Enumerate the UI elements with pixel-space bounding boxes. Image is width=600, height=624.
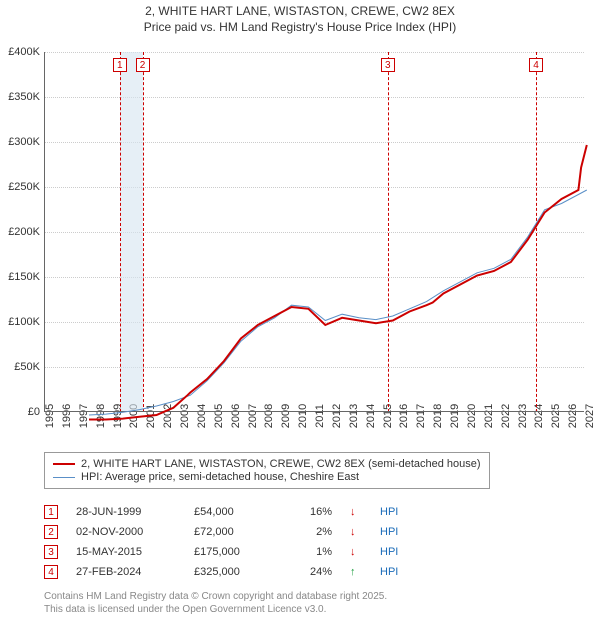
- pct-diff: 1%: [292, 546, 332, 558]
- pct-diff: 16%: [292, 506, 332, 518]
- arrow-down-icon: ↓: [350, 506, 362, 518]
- legend-swatch-hpi: [53, 477, 75, 478]
- legend: 2, WHITE HART LANE, WISTASTON, CREWE, CW…: [44, 452, 490, 489]
- y-tick-label: £350K: [0, 91, 40, 103]
- hpi-label: HPI: [380, 526, 410, 538]
- footer: Contains HM Land Registry data © Crown c…: [44, 590, 387, 616]
- marker-box: 2: [44, 525, 58, 539]
- hpi-label: HPI: [380, 566, 410, 578]
- legend-item-hpi: HPI: Average price, semi-detached house,…: [53, 471, 481, 483]
- sale-price: £72,000: [194, 526, 274, 538]
- y-tick-label: £150K: [0, 271, 40, 283]
- footer-line-1: Contains HM Land Registry data © Crown c…: [44, 591, 387, 602]
- y-tick-label: £200K: [0, 226, 40, 238]
- y-tick-label: £250K: [0, 181, 40, 193]
- y-tick-label: £0: [0, 406, 40, 418]
- y-tick-label: £300K: [0, 136, 40, 148]
- table-row: 1 28-JUN-1999 £54,000 16% ↓ HPI: [44, 502, 410, 522]
- y-tick-label: £100K: [0, 316, 40, 328]
- sale-price: £175,000: [194, 546, 274, 558]
- footer-line-2: This data is licensed under the Open Gov…: [44, 604, 326, 615]
- marker-box: 4: [44, 565, 58, 579]
- sale-price: £325,000: [194, 566, 274, 578]
- legend-label-price: 2, WHITE HART LANE, WISTASTON, CREWE, CW…: [81, 458, 481, 470]
- plot-area: [44, 52, 584, 412]
- pct-diff: 24%: [292, 566, 332, 578]
- line-layer: [89, 100, 600, 460]
- sale-price: £54,000: [194, 506, 274, 518]
- arrow-up-icon: ↑: [350, 566, 362, 578]
- sales-table: 1 28-JUN-1999 £54,000 16% ↓ HPI 2 02-NOV-2000 £7…: [44, 502, 410, 582]
- table-row: 4 27-FEB-2024 £325,000 24% ↑ HPI: [44, 562, 410, 582]
- title-line-2: Price paid vs. HM Land Registry's House …: [144, 20, 456, 34]
- legend-item-price: 2, WHITE HART LANE, WISTASTON, CREWE, CW…: [53, 458, 481, 470]
- sale-date: 02-NOV-2000: [76, 526, 176, 538]
- y-tick-label: £400K: [0, 46, 40, 58]
- pct-diff: 2%: [292, 526, 332, 538]
- series-line: [89, 145, 587, 420]
- y-tick-label: £50K: [0, 361, 40, 373]
- legend-swatch-price: [53, 463, 75, 465]
- title-line-1: 2, WHITE HART LANE, WISTASTON, CREWE, CW…: [145, 4, 455, 18]
- chart-title: 2, WHITE HART LANE, WISTASTON, CREWE, CW…: [0, 4, 600, 35]
- series-line: [89, 190, 587, 415]
- sale-date: 28-JUN-1999: [76, 506, 176, 518]
- sale-date: 15-MAY-2015: [76, 546, 176, 558]
- legend-label-hpi: HPI: Average price, semi-detached house,…: [81, 471, 359, 483]
- marker-box: 1: [44, 505, 58, 519]
- sale-date: 27-FEB-2024: [76, 566, 176, 578]
- arrow-down-icon: ↓: [350, 546, 362, 558]
- arrow-down-icon: ↓: [350, 526, 362, 538]
- chart-container: 2, WHITE HART LANE, WISTASTON, CREWE, CW…: [0, 4, 600, 624]
- table-row: 3 15-MAY-2015 £175,000 1% ↓ HPI: [44, 542, 410, 562]
- hpi-label: HPI: [380, 506, 410, 518]
- hpi-label: HPI: [380, 546, 410, 558]
- table-row: 2 02-NOV-2000 £72,000 2% ↓ HPI: [44, 522, 410, 542]
- marker-box: 3: [44, 545, 58, 559]
